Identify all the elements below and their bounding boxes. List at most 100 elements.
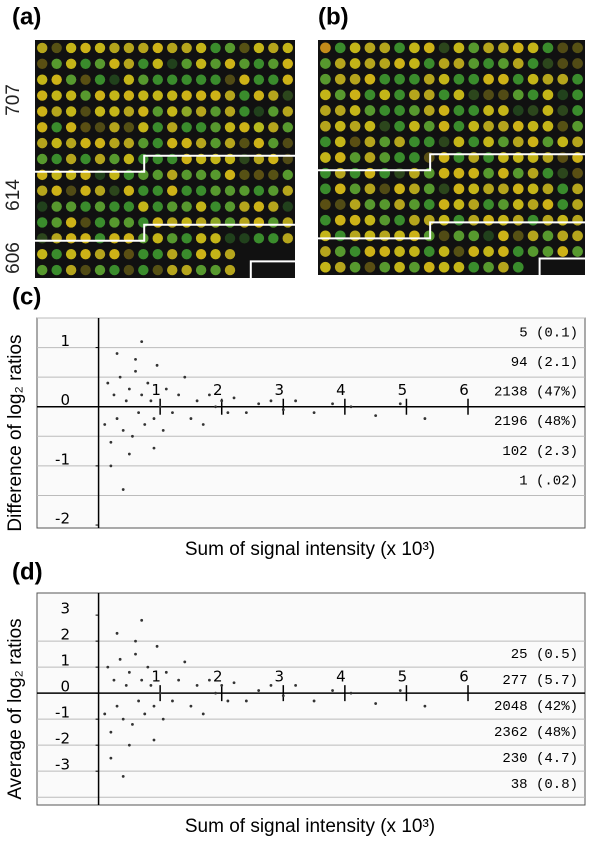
spot — [334, 73, 346, 85]
point — [214, 691, 217, 695]
x-tick-label: 1 — [151, 668, 161, 686]
spot — [512, 246, 524, 257]
spot — [224, 106, 236, 117]
spot — [109, 74, 120, 85]
point — [257, 402, 261, 406]
boundary-line — [35, 223, 295, 242]
spot — [94, 249, 106, 260]
spot — [512, 120, 524, 132]
point — [103, 423, 107, 426]
spot — [379, 152, 391, 163]
spot — [224, 217, 236, 228]
spot — [320, 58, 331, 69]
spot — [394, 183, 405, 195]
spot — [498, 199, 509, 210]
spot — [512, 214, 524, 226]
spot — [334, 89, 346, 101]
spot — [210, 201, 221, 212]
spot — [167, 137, 178, 149]
spot — [468, 183, 480, 195]
spot — [224, 58, 236, 69]
spot — [80, 233, 91, 244]
spot — [468, 261, 480, 273]
spot — [65, 58, 77, 69]
spot — [320, 152, 331, 163]
spot — [167, 90, 178, 101]
spot — [65, 249, 77, 260]
x-axis-label: Sum of signal intensity (x 10³) — [185, 539, 435, 560]
spot — [438, 230, 450, 242]
spot — [210, 249, 221, 260]
point — [158, 691, 162, 695]
spot — [152, 264, 163, 276]
spot — [65, 122, 77, 133]
point — [423, 704, 427, 708]
spot — [65, 217, 77, 228]
spot — [268, 58, 279, 69]
spot — [123, 122, 135, 133]
spot — [542, 246, 554, 257]
point — [143, 423, 147, 426]
y-tick-label: -2 — [55, 510, 70, 528]
spot — [542, 199, 554, 210]
spot — [80, 185, 91, 196]
point — [109, 730, 113, 734]
spot — [409, 136, 420, 148]
point — [177, 678, 181, 682]
spot — [364, 89, 376, 101]
spot — [349, 42, 361, 54]
spot — [65, 153, 77, 165]
spot — [572, 230, 583, 242]
spot — [468, 214, 480, 226]
y-tick-label: -1 — [55, 704, 70, 722]
spot — [379, 73, 391, 85]
spot — [181, 42, 192, 54]
spot — [364, 73, 376, 85]
point — [161, 428, 165, 432]
spot — [498, 73, 509, 85]
row-label: 606 — [3, 242, 24, 274]
spot — [210, 42, 221, 54]
point — [115, 631, 119, 635]
spot — [195, 137, 207, 149]
spot — [498, 214, 509, 226]
point — [146, 381, 150, 385]
spot — [542, 183, 554, 195]
spot — [167, 42, 178, 54]
spot — [542, 230, 554, 242]
spot — [423, 42, 435, 54]
spot — [379, 42, 391, 54]
spot — [349, 73, 361, 85]
spot — [394, 230, 405, 242]
spot — [224, 233, 236, 244]
y-tick-label: 3 — [60, 600, 70, 618]
spot — [224, 90, 236, 101]
spot — [253, 74, 265, 85]
x-tick-label: 3 — [275, 668, 285, 686]
spot — [268, 74, 279, 85]
spot — [123, 249, 135, 260]
spot — [364, 214, 376, 226]
point — [349, 691, 353, 695]
spot — [210, 106, 221, 117]
spot — [409, 199, 420, 210]
spot — [527, 89, 539, 101]
spot — [453, 214, 465, 226]
plot-frame — [36, 317, 586, 529]
microarray-images — [35, 40, 585, 278]
spot — [282, 74, 293, 85]
spot — [268, 233, 279, 244]
point — [127, 743, 131, 747]
spot — [109, 42, 120, 54]
spot — [468, 89, 480, 101]
spot — [37, 201, 48, 212]
array-background — [35, 40, 295, 278]
spot — [409, 246, 420, 257]
spot — [195, 185, 207, 196]
point — [257, 689, 261, 692]
spot — [572, 183, 583, 195]
spot — [268, 201, 279, 212]
spot — [557, 183, 569, 195]
spot — [320, 261, 331, 273]
spot — [123, 90, 135, 101]
